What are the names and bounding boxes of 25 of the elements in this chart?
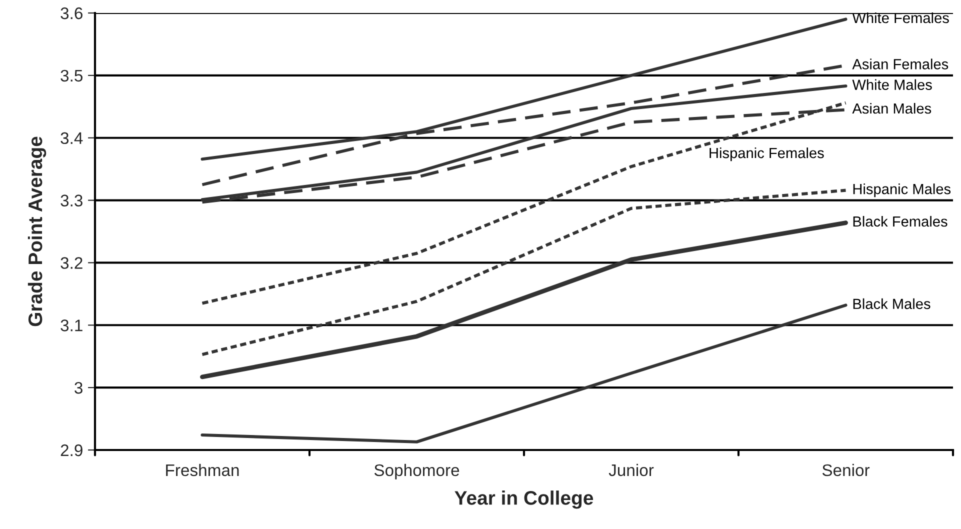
series-label: Black Males [853, 298, 930, 310]
x-tick-label: Sophomore [374, 464, 460, 480]
line-series [200, 188, 848, 356]
y-axis-title: Grade Point Average [28, 136, 46, 326]
line-series [200, 220, 848, 380]
y-tick-label: 3.2 [60, 257, 82, 269]
line-series [200, 304, 848, 444]
series-label: Asian Males [852, 102, 932, 114]
y-tick-label: 2.9 [60, 444, 82, 456]
series-label: Hispanic Males [853, 184, 951, 198]
series-label: Black Females [853, 216, 948, 227]
y-tick-label: 3.3 [60, 194, 82, 206]
x-axis-title: Year in College [454, 490, 594, 509]
y-tick-label: 3.6 [60, 7, 82, 20]
line-series [200, 101, 848, 305]
x-tick-label: Junior [608, 464, 654, 476]
y-tick-label: 3.4 [60, 132, 83, 144]
series-label: White Males [852, 79, 932, 90]
series-label: Asian Females [852, 58, 948, 70]
y-tick-label: 3 [74, 382, 82, 394]
y-tick-label: 3.5 [60, 70, 82, 82]
y-tick-label: 3.1 [60, 320, 82, 332]
series-label: Hispanic Females [710, 147, 824, 162]
x-tick-label: Freshman [166, 464, 239, 476]
x-tick-label: Senior [822, 464, 870, 476]
